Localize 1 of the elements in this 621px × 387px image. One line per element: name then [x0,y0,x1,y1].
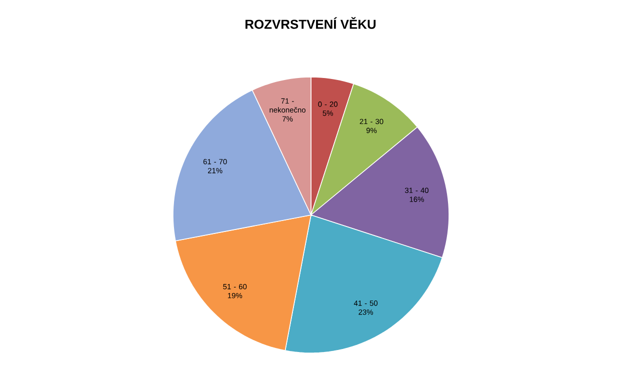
chart-title: ROZVRSTVENÍ VĚKU [246,17,376,29]
